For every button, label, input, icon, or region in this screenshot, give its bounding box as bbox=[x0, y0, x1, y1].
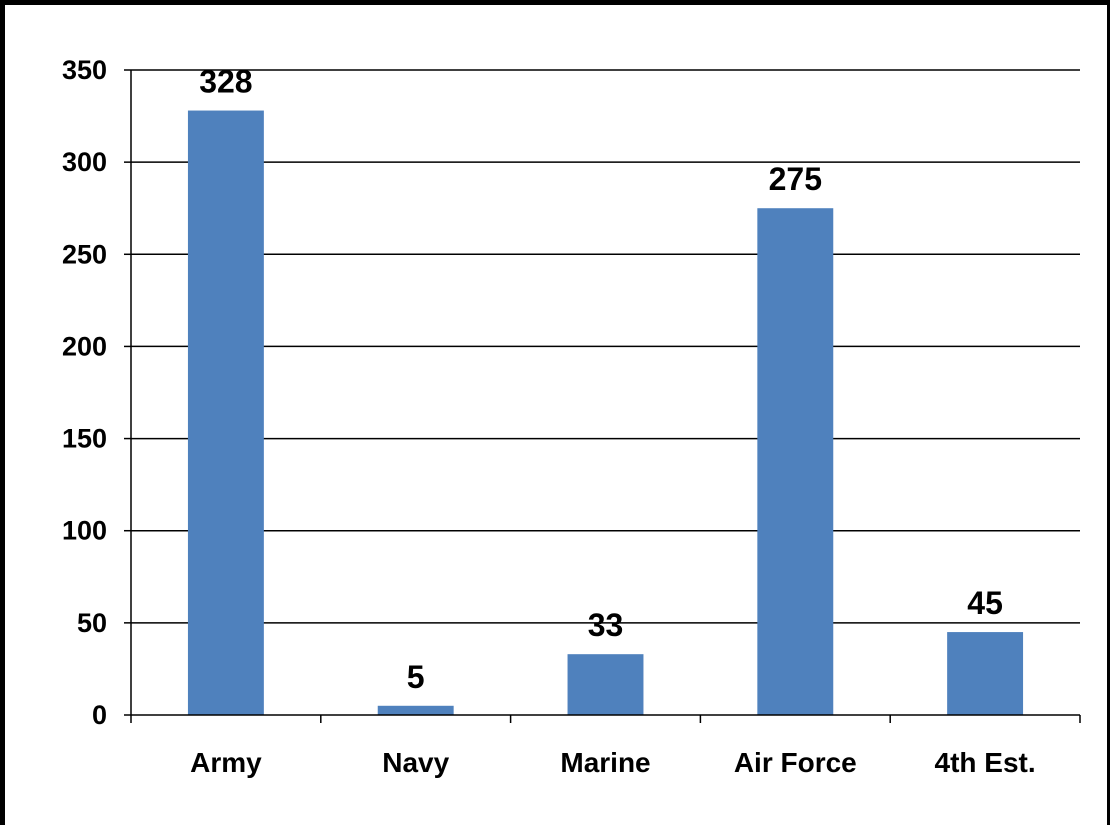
y-tick-label-200: 200 bbox=[62, 331, 107, 361]
bar-navy bbox=[377, 705, 454, 715]
x-category-label-1: Navy bbox=[382, 747, 449, 778]
data-label-0: 328 bbox=[199, 64, 252, 100]
bars bbox=[187, 110, 1024, 716]
x-category-label-2: Marine bbox=[560, 747, 650, 778]
axes bbox=[124, 69, 1081, 723]
y-tick-label-50: 50 bbox=[77, 608, 107, 638]
x-category-label-3: Air Force bbox=[734, 747, 857, 778]
x-category-label-4: 4th Est. bbox=[935, 747, 1036, 778]
data-label-3: 275 bbox=[769, 161, 822, 197]
bar-air-force bbox=[757, 208, 834, 715]
y-tick-label-0: 0 bbox=[92, 700, 107, 730]
y-tick-label-150: 150 bbox=[62, 424, 107, 454]
bar-marine bbox=[567, 654, 644, 715]
y-tick-label-300: 300 bbox=[62, 147, 107, 177]
gridlines bbox=[131, 69, 1080, 624]
y-tick-label-350: 350 bbox=[62, 55, 107, 85]
data-label-1: 5 bbox=[407, 659, 425, 695]
x-category-label-0: Army bbox=[190, 747, 262, 778]
bar-army bbox=[187, 110, 264, 716]
y-tick-label-100: 100 bbox=[62, 516, 107, 546]
y-tick-label-250: 250 bbox=[62, 239, 107, 269]
labels: 0 50 100 150 200 250 300 350 328 Army 5 Navy 33 Marin… bbox=[62, 55, 1036, 778]
bar-chart: 0 50 100 150 200 250 300 350 328 Army 5 Navy 33 Marin… bbox=[62, 55, 1081, 778]
data-label-4: 45 bbox=[967, 585, 1003, 621]
data-label-2: 33 bbox=[588, 607, 624, 643]
bar-4th-est- bbox=[947, 632, 1024, 715]
